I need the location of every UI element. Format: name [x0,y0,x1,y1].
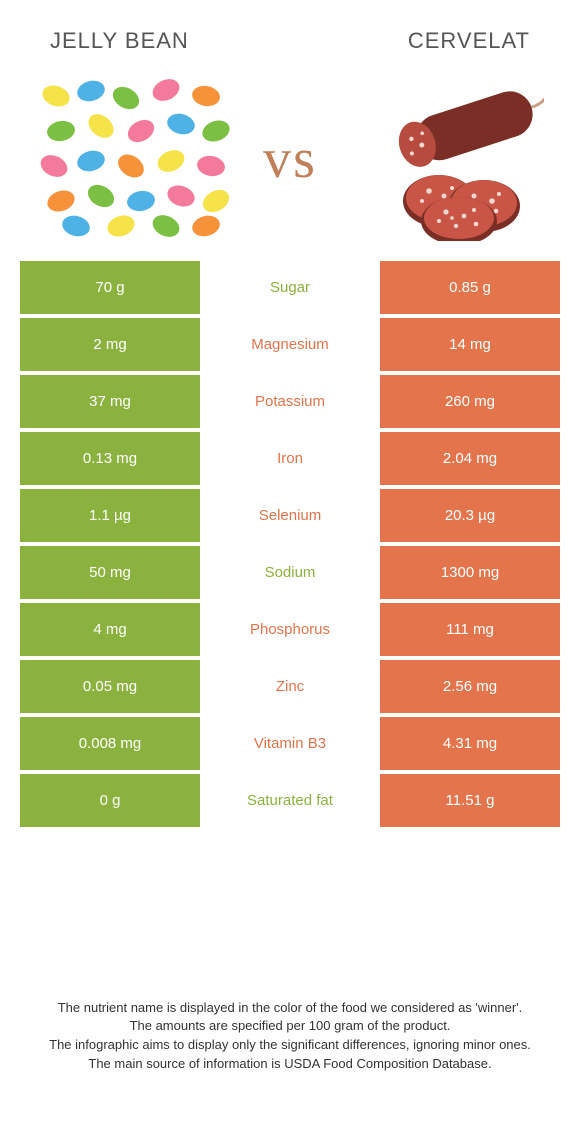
left-value: 0.05 mg [20,660,200,713]
table-row: 0 gSaturated fat11.51 g [20,774,560,827]
right-value: 0.85 g [380,261,560,314]
right-value: 4.31 mg [380,717,560,770]
left-value: 0.008 mg [20,717,200,770]
header: Jelly bean Cervelat [0,0,580,64]
nutrient-label: Potassium [200,375,380,428]
nutrient-label: Zinc [200,660,380,713]
left-value: 50 mg [20,546,200,599]
left-value: 70 g [20,261,200,314]
footer-line: The nutrient name is displayed in the co… [40,999,540,1018]
nutrient-label: Sugar [200,261,380,314]
cervelat-image [344,76,544,241]
left-value: 2 mg [20,318,200,371]
nutrient-label: Selenium [200,489,380,542]
nutrient-table: 70 gSugar0.85 g2 mgMagnesium14 mg37 mgPo… [20,261,560,827]
right-value: 20.3 µg [380,489,560,542]
nutrient-label: Vitamin B3 [200,717,380,770]
footer-line: The infographic aims to display only the… [40,1036,540,1055]
images-row: vs [0,64,580,261]
table-row: 0.13 mgIron2.04 mg [20,432,560,485]
right-value: 11.51 g [380,774,560,827]
left-value: 4 mg [20,603,200,656]
footer-line: The amounts are specified per 100 gram o… [40,1017,540,1036]
right-value: 1300 mg [380,546,560,599]
nutrient-label: Sodium [200,546,380,599]
left-food-title: Jelly bean [50,28,189,54]
right-value: 111 mg [380,603,560,656]
left-value: 0 g [20,774,200,827]
right-value: 14 mg [380,318,560,371]
jelly-bean-image [36,76,236,241]
right-value: 2.04 mg [380,432,560,485]
table-row: 1.1 µgSelenium20.3 µg [20,489,560,542]
right-food-title: Cervelat [408,28,530,54]
nutrient-label: Saturated fat [200,774,380,827]
table-row: 0.008 mgVitamin B34.31 mg [20,717,560,770]
left-value: 0.13 mg [20,432,200,485]
right-value: 2.56 mg [380,660,560,713]
vs-label: vs [263,127,317,191]
nutrient-label: Iron [200,432,380,485]
table-row: 4 mgPhosphorus111 mg [20,603,560,656]
table-row: 0.05 mgZinc2.56 mg [20,660,560,713]
table-row: 2 mgMagnesium14 mg [20,318,560,371]
right-value: 260 mg [380,375,560,428]
table-row: 37 mgPotassium260 mg [20,375,560,428]
nutrient-label: Magnesium [200,318,380,371]
left-value: 37 mg [20,375,200,428]
left-value: 1.1 µg [20,489,200,542]
table-row: 50 mgSodium1300 mg [20,546,560,599]
footer-line: The main source of information is USDA F… [40,1055,540,1074]
table-row: 70 gSugar0.85 g [20,261,560,314]
nutrient-label: Phosphorus [200,603,380,656]
footer-notes: The nutrient name is displayed in the co… [0,999,580,1074]
